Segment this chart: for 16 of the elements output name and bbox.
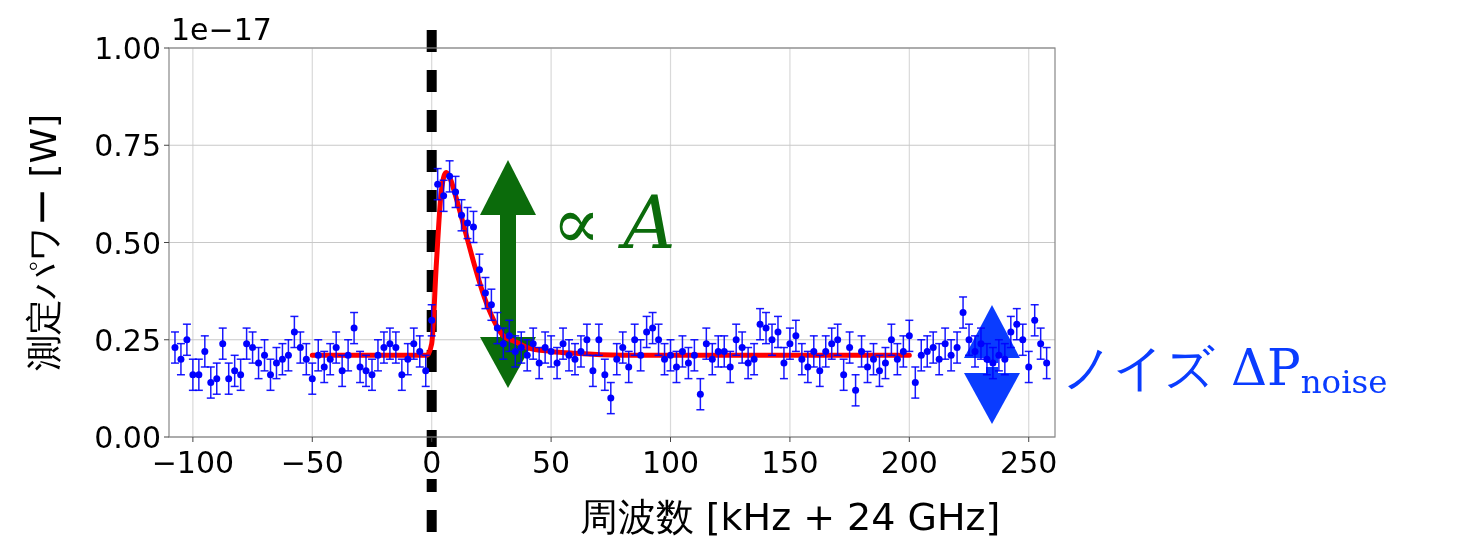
annotation: ∝ A [552,181,676,265]
y-tick-label: 1.00 [94,31,161,66]
y-tick-label: 0.50 [94,225,161,261]
y-tick-label: 0.75 [94,128,161,164]
x-tick-label: 150 [761,445,819,480]
x-tick-label: 50 [532,445,571,480]
x-tick-label: 0 [422,445,442,480]
x-tick-label: −50 [280,445,344,480]
text: ノイズ ΔP$_{noise}$ [1062,339,1388,402]
y-tick-label: 0.25 [94,322,161,358]
y-axis-title: 測定パワー [W] [23,113,64,372]
text: 1e−17 [171,12,272,47]
x-tick-label: 100 [641,445,700,480]
x-tick-label: 250 [1000,445,1058,480]
x-tick-label: 200 [880,445,938,480]
x-axis-title: 周波数 [kHz + 24 GHz] [579,495,1001,539]
